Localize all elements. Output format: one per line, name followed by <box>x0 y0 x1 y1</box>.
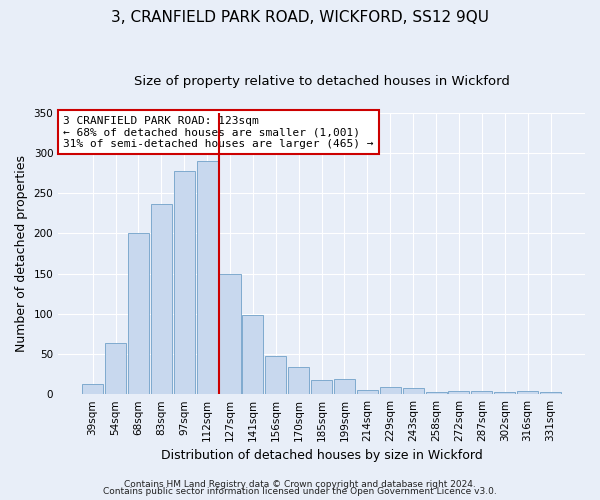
X-axis label: Distribution of detached houses by size in Wickford: Distribution of detached houses by size … <box>161 450 482 462</box>
Bar <box>265 356 286 394</box>
Bar <box>311 380 332 394</box>
Bar <box>403 388 424 394</box>
Bar <box>128 234 149 394</box>
Bar <box>220 274 241 394</box>
Bar <box>242 316 263 394</box>
Bar <box>517 391 538 394</box>
Bar <box>334 379 355 394</box>
Bar <box>105 342 126 394</box>
Text: Contains public sector information licensed under the Open Government Licence v3: Contains public sector information licen… <box>103 487 497 496</box>
Bar <box>540 392 561 394</box>
Bar <box>288 367 309 394</box>
Bar <box>494 392 515 394</box>
Bar <box>151 204 172 394</box>
Bar <box>82 384 103 394</box>
Text: 3, CRANFIELD PARK ROAD, WICKFORD, SS12 9QU: 3, CRANFIELD PARK ROAD, WICKFORD, SS12 9… <box>111 10 489 25</box>
Bar <box>448 391 469 394</box>
Y-axis label: Number of detached properties: Number of detached properties <box>15 155 28 352</box>
Title: Size of property relative to detached houses in Wickford: Size of property relative to detached ho… <box>134 75 509 88</box>
Bar <box>425 392 446 394</box>
Bar <box>380 387 401 394</box>
Text: Contains HM Land Registry data © Crown copyright and database right 2024.: Contains HM Land Registry data © Crown c… <box>124 480 476 489</box>
Bar <box>197 161 218 394</box>
Bar <box>357 390 378 394</box>
Bar <box>173 170 195 394</box>
Bar <box>472 391 493 394</box>
Text: 3 CRANFIELD PARK ROAD: 123sqm
← 68% of detached houses are smaller (1,001)
31% o: 3 CRANFIELD PARK ROAD: 123sqm ← 68% of d… <box>64 116 374 149</box>
